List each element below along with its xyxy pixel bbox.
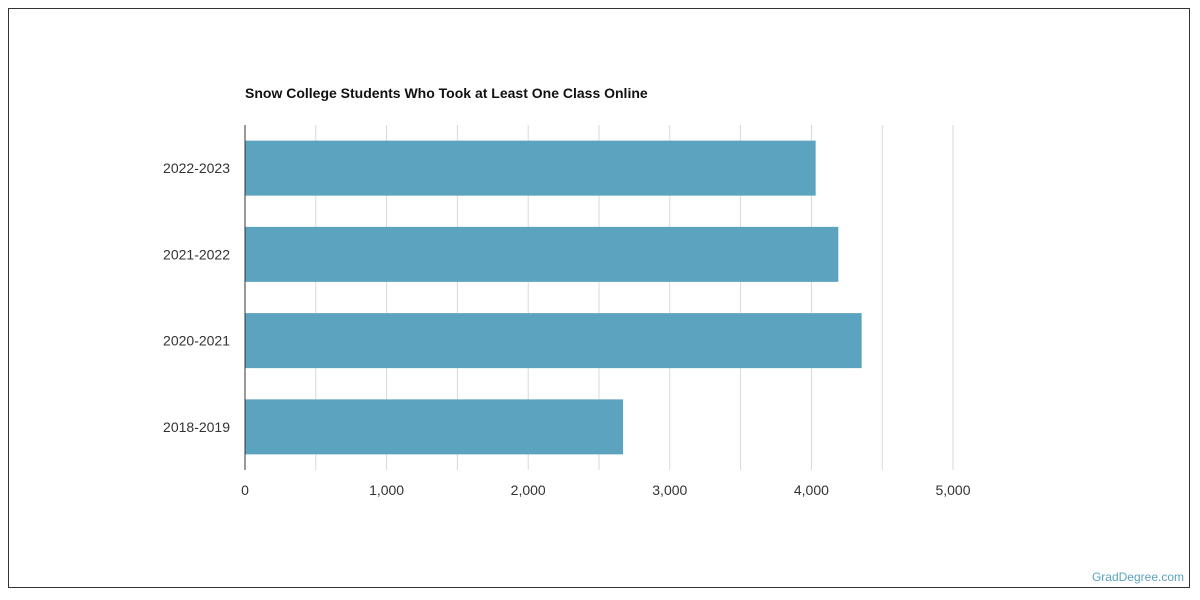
source-credit-link[interactable]: GradDegree.com xyxy=(1091,570,1184,584)
y-tick-label: 2018-2019 xyxy=(163,419,230,435)
bar-2021-2022 xyxy=(245,226,839,282)
bars xyxy=(245,140,862,455)
x-tick-label: 2,000 xyxy=(511,482,546,498)
x-tick-label: 0 xyxy=(241,482,249,498)
x-tick-label: 4,000 xyxy=(794,482,829,498)
x-tick-label: 5,000 xyxy=(935,482,970,498)
y-tick-label: 2020-2021 xyxy=(163,333,230,349)
y-tick-label: 2022-2023 xyxy=(163,160,230,176)
bar-2022-2023 xyxy=(245,140,816,196)
chart-title: Snow College Students Who Took at Least … xyxy=(245,85,648,101)
bar-2018-2019 xyxy=(245,399,624,455)
tick-labels: 2022-2023 2021-2022 2020-2021 2018-2019 0 1,0… xyxy=(163,160,971,498)
y-tick-label: 2021-2022 xyxy=(163,246,230,262)
x-tick-label: 3,000 xyxy=(652,482,687,498)
x-tick-label: 1,000 xyxy=(369,482,404,498)
bar-2020-2021 xyxy=(245,313,862,369)
